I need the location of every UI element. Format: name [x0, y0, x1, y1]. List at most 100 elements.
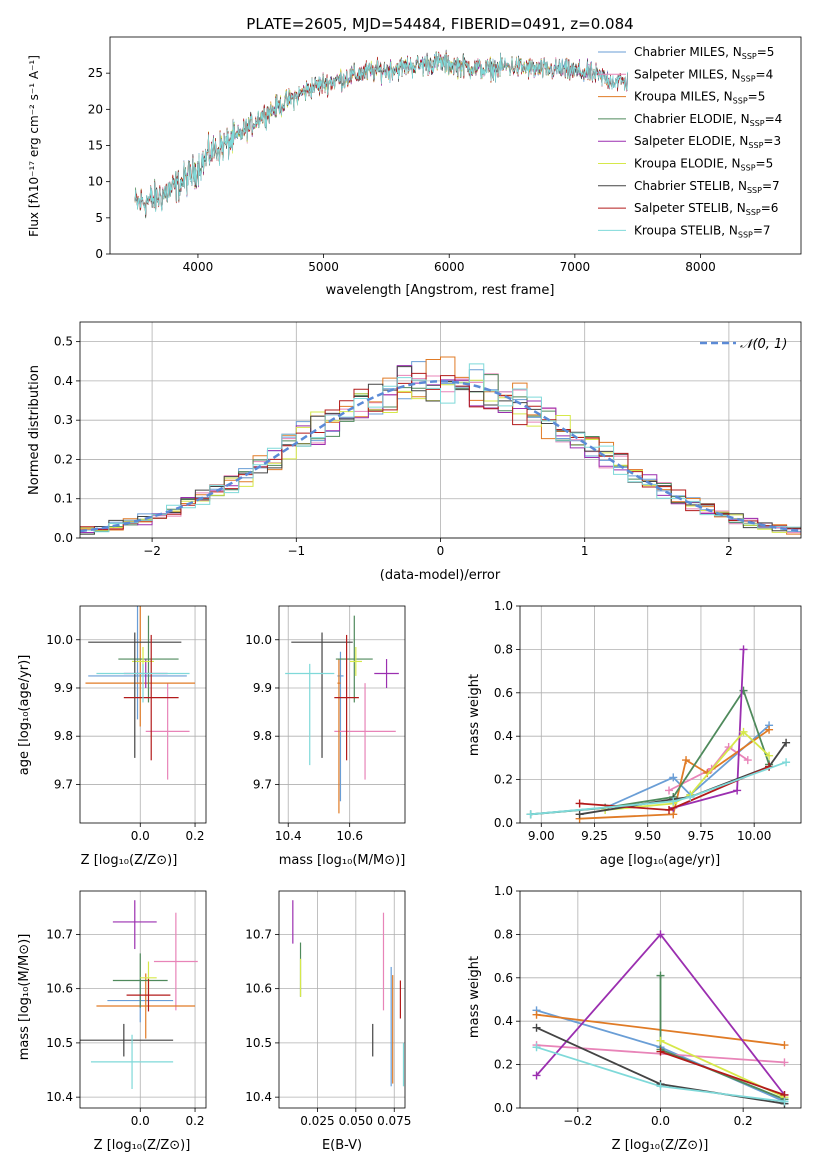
legend-entry: Chabrier STELIB, NSSP=7	[634, 179, 780, 195]
axes-frame	[79, 605, 207, 824]
legend-entry-text: Salpeter STELIB, N	[634, 201, 746, 215]
weight-point-marker	[765, 725, 774, 734]
legend-entry-value: =7	[753, 223, 771, 237]
weight-point-marker	[739, 727, 748, 736]
y-tick-label: 0.1	[54, 492, 73, 506]
x-tick-label: −1	[287, 544, 305, 558]
weight-point-marker	[656, 930, 665, 939]
x-tick-label: 7000	[560, 260, 591, 274]
weight-point-marker	[739, 645, 748, 654]
axes-frame	[79, 321, 802, 539]
spectrum-ylabel: Flux [fλ10⁻¹⁷ erg cm⁻² s⁻¹ A⁻¹]	[27, 55, 41, 237]
legend-entry: Chabrier MILES, NSSP=5	[634, 45, 774, 61]
x-tick-label: 0.0	[131, 1114, 150, 1128]
x-tick-label: 0.050	[339, 1114, 373, 1128]
weight-series-line	[660, 1050, 785, 1096]
age-vs-metallicity-panel: 0.0 0.2 9.7 9.8 9.9 10.0 Z [log₁₀(Z/Z⊙)] age …	[17, 605, 207, 868]
legend-entry-text: Chabrier STELIB, N	[634, 179, 747, 193]
weight-point-marker	[656, 1082, 665, 1091]
axes-frame	[278, 890, 406, 1109]
weight-point-marker	[656, 1036, 665, 1045]
weight-point-marker	[575, 810, 584, 819]
y-tick-label: 0.0	[494, 1101, 513, 1115]
y-tick-label: 20	[88, 102, 103, 116]
axes-frame	[278, 605, 406, 824]
y-tick-label: 1.0	[494, 884, 513, 898]
weight-vs-metallicity-panel: −0.2 0.0 0.2 0.0 0.2 0.4 0.6 0.8 1.0 Z [log₁₀(Z/…	[467, 884, 802, 1153]
x-tick-label: 0.025	[300, 1114, 334, 1128]
weight-point-marker	[686, 792, 695, 801]
spectrum-xlabel: wavelength [Angstrom, rest frame]	[326, 283, 555, 298]
x-tick-label: 4000	[183, 260, 214, 274]
weight-series-line	[530, 761, 787, 816]
y-tick-label: 0.2	[54, 452, 73, 466]
y-tick-label: 10.7	[245, 927, 272, 941]
y-tick-label: 1.0	[494, 599, 513, 613]
weight-point-marker	[682, 756, 691, 765]
legend-entry-value: =3	[763, 134, 781, 148]
y-tick-label: 0.2	[494, 773, 513, 787]
legend-entry-text: Kroupa MILES, N	[634, 90, 733, 104]
mass-vs-metallicity-panel: 0.0 0.2 10.4 10.5 10.6 10.7 Z [log₁₀(Z/Z⊙)] m…	[17, 890, 207, 1153]
x-tick-label: 9.50	[634, 829, 661, 843]
legend-entry-subscript: SSP	[750, 119, 765, 128]
residual-histogram	[80, 356, 801, 535]
y-tick-label: 0.0	[494, 816, 513, 830]
spectrum-panel: PLATE=2605, MJD=54484, FIBERID=0491, z=0…	[27, 15, 802, 298]
x-tick-label: 1	[581, 544, 589, 558]
weight-point-marker	[532, 1043, 541, 1052]
weight-point-marker	[665, 805, 674, 814]
weight-point-marker	[532, 1071, 541, 1080]
y-tick-label: 10	[88, 175, 103, 189]
weight-series-line	[530, 688, 770, 816]
weight-point-marker	[575, 799, 584, 808]
y-tick-label: 10.7	[46, 927, 73, 941]
weight-point-marker	[743, 756, 752, 765]
weight-point-marker	[665, 786, 674, 795]
x-tick-label: 0	[437, 544, 445, 558]
legend-entry-text: Chabrier ELODIE, N	[634, 112, 750, 126]
y-tick-label: 9.7	[54, 777, 73, 791]
legend-entry-value: =7	[762, 179, 780, 193]
legend-entry-text: Kroupa STELIB, N	[634, 223, 738, 237]
ageZ-ylabel: age [log₁₀(age/yr)]	[17, 655, 32, 776]
y-tick-label: 0.6	[494, 686, 513, 700]
y-tick-label: 9.7	[253, 777, 272, 791]
legend-entry-value: =4	[765, 112, 783, 126]
residuals-ylabel: Normed distribution	[27, 365, 42, 495]
plot-area	[526, 645, 791, 823]
wZ-ylabel: mass weight	[467, 956, 482, 1038]
legend-entry: Kroupa STELIB, NSSP=7	[634, 223, 771, 239]
plot-area	[532, 930, 789, 1108]
ageM-xlabel: mass [log₁₀(M/M⊙)]	[279, 853, 406, 868]
legend-entry-text: Salpeter ELODIE, N	[634, 134, 748, 148]
y-tick-label: 0.6	[494, 971, 513, 985]
weight-vs-age-panel: 9.00 9.25 9.50 9.75 10.000.00.20.40.60.81.0 …	[467, 599, 802, 868]
y-tick-label: 0.8	[494, 642, 513, 656]
weight-point-marker	[780, 1041, 789, 1050]
y-tick-label: 10.0	[46, 633, 73, 647]
weight-point-marker	[532, 1023, 541, 1032]
x-tick-label: 5000	[308, 260, 339, 274]
legend-entry: Salpeter STELIB, NSSP=6	[634, 201, 778, 217]
y-tick-label: 0	[95, 247, 103, 261]
x-tick-label: −2	[143, 544, 161, 558]
legend-entry-text: Chabrier MILES, N	[634, 45, 742, 59]
legend-entry-subscript: SSP	[746, 208, 761, 217]
plot-area	[85, 606, 196, 780]
y-tick-label: 10.0	[245, 633, 272, 647]
y-tick-label: 10.5	[46, 1036, 73, 1050]
y-tick-label: 10.4	[46, 1090, 73, 1104]
y-tick-label: 0.3	[54, 413, 73, 427]
wAge-ylabel: mass weight	[467, 674, 482, 756]
legend-entry-subscript: SSP	[747, 186, 762, 195]
x-tick-label: 2	[725, 544, 733, 558]
weight-point-marker	[656, 1047, 665, 1056]
legend-entry-text: Salpeter MILES, N	[634, 67, 741, 81]
x-tick-label: 0.2	[734, 1114, 753, 1128]
plot-area	[80, 900, 198, 1090]
weight-point-marker	[733, 786, 742, 795]
legend-entry: Salpeter MILES, NSSP=4	[634, 67, 773, 83]
x-tick-label: 0.2	[185, 1114, 204, 1128]
